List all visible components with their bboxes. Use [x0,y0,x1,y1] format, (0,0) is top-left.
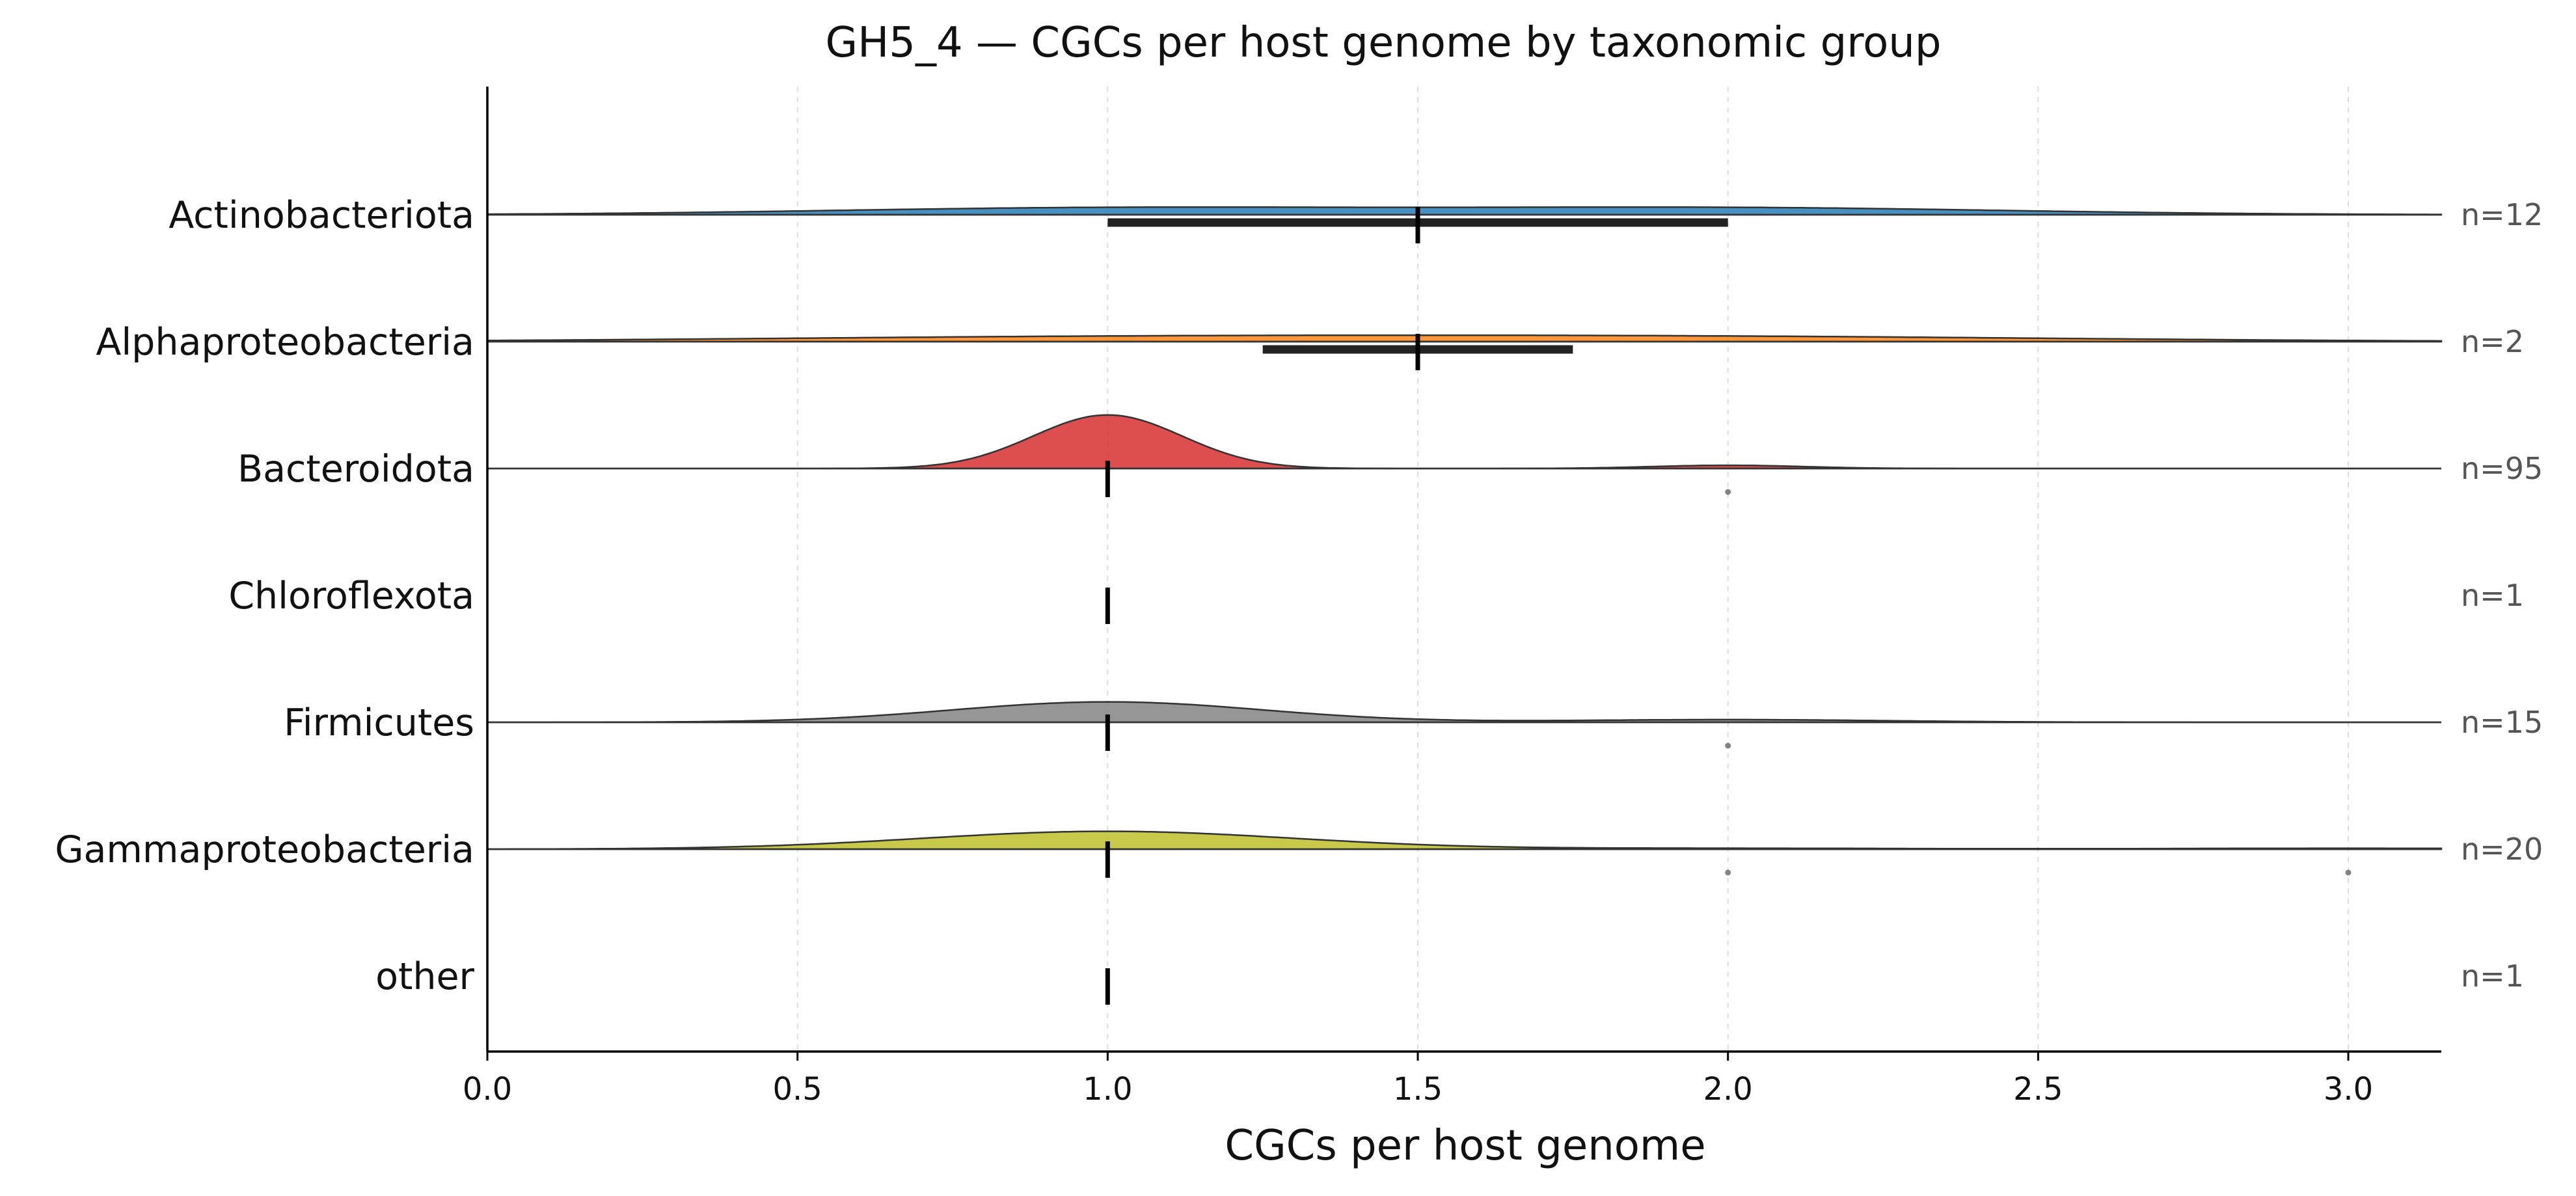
axes [486,87,2441,1053]
n-count-label: n=20 [2461,832,2543,867]
ridge-actinobacteriota: Actinobacteriota n=12 [169,194,2543,243]
density-curve [487,701,2441,724]
n-count-label: n=1 [2461,958,2524,994]
category-label: Chloroflexota [228,575,474,618]
x-tick-label: 3.0 [2324,1071,2373,1108]
density-curve [487,414,2441,470]
n-count-label: n=1 [2461,578,2524,613]
ridge-gammaproteobacteria: Gammaproteobacteria n=20 [55,828,2543,878]
x-tick-label: 1.0 [1083,1071,1132,1108]
category-label: Actinobacteriota [169,194,474,237]
ridge-firmicutes: Firmicutes n=15 [284,701,2543,751]
ridge-chloroflexota: Chloroflexota n=1 [228,575,2524,624]
category-label: Bacteroidota [237,448,474,491]
n-count-label: n=15 [2461,705,2543,740]
x-tick-label: 0.5 [772,1071,822,1108]
ridge-alphaproteobacteria: Alphaproteobacteria n=2 [96,321,2524,370]
outlier-point [2345,869,2352,876]
ridge-bacteroidota: Bacteroidota n=95 [237,414,2543,497]
outlier-point [1725,869,1731,876]
density-curve [486,334,2443,343]
x-tick-label: 1.5 [1393,1071,1443,1108]
x-tick-label: 2.0 [1703,1071,1752,1108]
density-curve [486,830,2443,850]
x-tick-label: 0.0 [463,1071,512,1108]
x-tick-label: 2.5 [2013,1071,2063,1108]
n-count-label: n=2 [2461,324,2524,359]
x-axis-label: CGCs per host genome [1225,1122,1705,1170]
n-count-label: n=12 [2461,197,2543,232]
n-count-label: n=95 [2461,451,2543,486]
category-label: Alphaproteobacteria [96,321,474,364]
ridge-other: other n=1 [375,955,2524,1005]
category-label: Firmicutes [284,701,474,744]
density-curve [486,206,2443,216]
outlier-point [1725,489,1731,495]
category-label: other [375,955,474,998]
outlier-point [1725,742,1731,749]
category-label: Gammaproteobacteria [55,828,474,871]
grid-lines [487,87,2349,1052]
ridges: Actinobacteriota n=12 Alphaproteobacteria n… [55,194,2543,1005]
x-ticks: 0.0 0.5 1.0 1.5 2.0 2.5 3.0 [463,1052,2373,1108]
chart-title: GH5_4 — CGCs per host genome by taxonomi… [826,19,1942,67]
